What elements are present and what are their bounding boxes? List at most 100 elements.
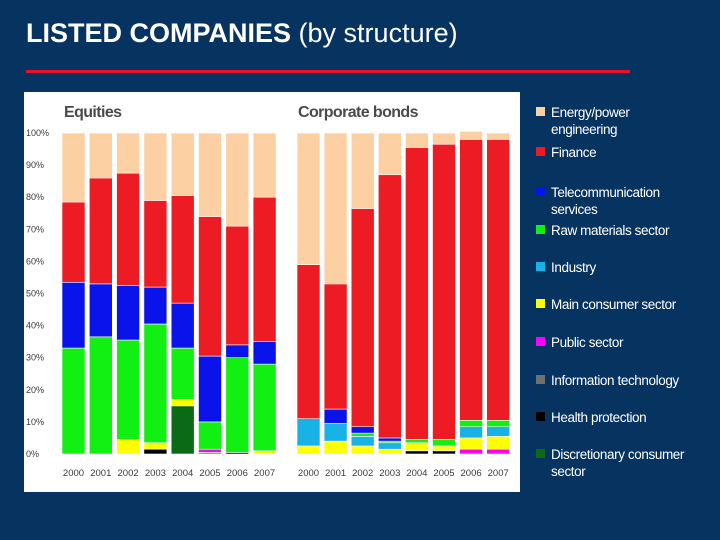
bar-segment-finance (405, 147, 429, 440)
legend-label: Discretionary consumer sector (551, 447, 684, 479)
x-tick-label: 2002 (118, 468, 139, 479)
legend-label: Industry (551, 260, 596, 275)
bar-segment-telecommunication-services (323, 408, 348, 424)
bar-segment-telecommunication-services (61, 281, 86, 349)
bar-segment-telecommunication-services (198, 355, 222, 423)
chart-legend: Energy/power engineering Finance Telecommu… (522, 104, 718, 494)
legend-label: Telecommunication services (551, 185, 660, 217)
chart-panel: 0% 10% 20% 30% 40% 50% 60% 70% 80% 90% 100% Equitie… (24, 92, 520, 492)
bar-segment-finance (432, 143, 456, 440)
x-tick-label: 2003 (379, 468, 400, 479)
bar-segment-energy-power-engineering (486, 132, 511, 140)
x-tick-label: 2006 (461, 468, 482, 479)
bar-segment-energy-power-engineering (405, 132, 429, 148)
bar-segment-finance (296, 264, 321, 419)
bar-segment-raw-materials-sector (252, 363, 277, 452)
legend-swatch (536, 412, 545, 421)
bar-segment-main-consumer-sector (405, 442, 429, 452)
bar-segment-energy-power-engineering (459, 131, 483, 140)
legend-swatch (536, 147, 545, 156)
bar-segment-finance (486, 139, 511, 421)
stacked-bar-chart: 0% 10% 20% 30% 40% 50% 60% 70% 80% 90% 100% Equitie… (26, 104, 511, 479)
x-tick-label: 2007 (254, 468, 275, 479)
x-tick-label: 2000 (63, 468, 84, 479)
legend-swatch (536, 107, 545, 116)
bar-segment-finance (323, 283, 348, 410)
x-tick-label: 2005 (433, 468, 454, 479)
bar-segment-finance (198, 216, 222, 357)
legend-item: Raw materials sector (536, 222, 669, 239)
bar-segment-finance (252, 196, 277, 342)
bar-segment-industry (377, 442, 402, 450)
bar-segment-finance (459, 139, 483, 421)
slide-title: LISTED COMPANIES (by structure) (26, 18, 458, 49)
bar-segment-telecommunication-services (377, 437, 402, 442)
bar-segment-main-consumer-sector (296, 445, 321, 455)
y-tick-label: 40% (26, 321, 44, 331)
bar-segment-discretionary-consumer-sector (170, 405, 195, 455)
bar-segment-raw-materials-sector (116, 339, 140, 440)
bar-segment-finance (170, 195, 195, 304)
bar-segment-raw-materials-sector (350, 432, 375, 437)
panel-title: Equities (64, 104, 122, 121)
bar-segment-finance (143, 200, 168, 288)
bar-segment-raw-materials-sector (225, 357, 250, 453)
legend-label: Health protection (551, 410, 647, 425)
bar-segment-raw-materials-sector (61, 347, 86, 455)
bar-segment-energy-power-engineering (350, 132, 375, 209)
y-tick-label: 80% (26, 192, 44, 202)
y-tick-label: 10% (26, 417, 44, 427)
bar-segment-raw-materials-sector (405, 439, 429, 444)
bar-segment-raw-materials-sector (486, 419, 511, 428)
bar-segment-energy-power-engineering (252, 132, 277, 198)
legend-label: Finance (551, 145, 597, 160)
x-tick-label: 2004 (406, 468, 427, 479)
legend-swatch (536, 262, 545, 271)
bar-segment-health-protection (432, 450, 456, 455)
bar-segment-energy-power-engineering (89, 132, 113, 179)
bar-segment-main-consumer-sector (432, 445, 456, 452)
bar-segment-main-consumer-sector (377, 448, 402, 455)
x-tick-label: 2003 (145, 468, 166, 479)
legend-item: Finance (536, 144, 597, 161)
bar-segment-public-sector (459, 448, 483, 455)
y-tick-label: 50% (26, 289, 44, 299)
bar-segment-telecommunication-services (89, 283, 113, 338)
x-tick-label: 2000 (298, 468, 319, 479)
bar-segment-finance (89, 177, 113, 285)
bar-segment-public-sector (486, 448, 511, 455)
bar-segment-main-consumer-sector (459, 437, 483, 450)
bar-segment-public-sector (198, 448, 222, 453)
y-tick-label: 20% (26, 385, 44, 395)
panel-title: Corporate bonds (298, 104, 419, 121)
y-tick-label: 90% (26, 160, 44, 170)
bar-segment-telecommunication-services (225, 344, 250, 359)
bar-segment-telecommunication-services (350, 426, 375, 434)
legend-swatch (536, 299, 545, 308)
legend-swatch (536, 337, 545, 346)
x-tick-label: 2001 (325, 468, 346, 479)
bar-segment-energy-power-engineering (170, 132, 195, 196)
bar-segment-finance (350, 208, 375, 428)
bar-segment-industry (296, 418, 321, 447)
x-tick-label: 2004 (172, 468, 193, 479)
bar-segment-energy-power-engineering (198, 132, 222, 217)
bar-segment-telecommunication-services (116, 285, 140, 341)
legend-item: Industry (536, 259, 596, 276)
bar-segment-telecommunication-services (252, 341, 277, 365)
bar-segment-energy-power-engineering (61, 132, 86, 203)
legend-swatch (536, 187, 545, 196)
y-tick-label: 30% (26, 353, 44, 363)
bar-segment-raw-materials-sector (198, 421, 222, 450)
legend-item: Discretionary consumer sector (536, 446, 696, 480)
x-tick-label: 2007 (488, 468, 509, 479)
bar-segment-energy-power-engineering (225, 132, 250, 227)
legend-label: Raw materials sector (551, 223, 670, 238)
legend-swatch (536, 375, 545, 384)
bar-segment-industry (350, 436, 375, 447)
x-tick-label: 2006 (227, 468, 248, 479)
bar-segment-energy-power-engineering (296, 132, 321, 265)
legend-label: Public sector (551, 335, 624, 350)
bar-segment-main-consumer-sector (486, 436, 511, 450)
bar-segment-telecommunication-services (143, 286, 168, 325)
